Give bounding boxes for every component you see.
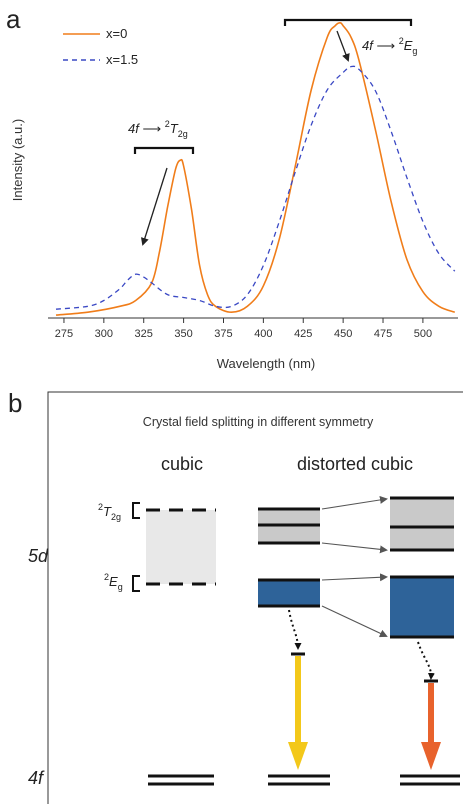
emission-arrow-red xyxy=(421,683,441,770)
x-tick-label: 475 xyxy=(374,328,392,340)
distorted2-eg-band xyxy=(390,577,454,637)
x-tick-label: 325 xyxy=(135,328,153,340)
annotation-t2g-arrow xyxy=(140,167,168,246)
series-line-x15 xyxy=(55,65,456,310)
x-tick-label: 500 xyxy=(414,328,432,340)
x-tick-label: 425 xyxy=(294,328,312,340)
x-tick-label: 375 xyxy=(214,328,232,340)
split-arrow-eg-up xyxy=(321,573,388,582)
level-t2g-bracket xyxy=(132,502,140,519)
relaxation-arrow-1 xyxy=(288,609,302,650)
split-arrow-t2g-down xyxy=(321,542,388,554)
relaxation-arrow-2 xyxy=(417,641,435,680)
x-tick-label: 350 xyxy=(174,328,192,340)
legend: x=0 x=1.5 xyxy=(63,26,138,67)
cubic-levels xyxy=(146,508,216,586)
distorted1-levels xyxy=(258,507,320,608)
label-4f: 4f xyxy=(28,768,45,788)
column-cubic-label: cubic xyxy=(161,454,203,474)
distorted2-levels xyxy=(390,496,454,639)
legend-label-x15: x=1.5 xyxy=(106,52,138,67)
emission-arrow-red-head xyxy=(421,742,441,770)
series-layer xyxy=(55,21,456,316)
annotation-t2g-bracket xyxy=(133,146,195,154)
distorted1-eg-band xyxy=(258,580,320,606)
x-axis-title: Wavelength (nm) xyxy=(217,356,316,371)
emission-arrow-red-shaft xyxy=(428,683,434,743)
x-ticks: 275 300 325 350 375 400 425 450 475 500 xyxy=(55,318,432,340)
ground-levels-4f xyxy=(148,774,460,786)
panel-b-label: b xyxy=(8,388,22,418)
panel-b-frame xyxy=(47,391,463,804)
series-line-x0 xyxy=(55,21,456,316)
panel-a-label: a xyxy=(6,4,21,34)
split-arrow-t2g-up xyxy=(321,495,388,510)
annotation-eg-arrow xyxy=(336,30,350,62)
x-tick-label: 300 xyxy=(95,328,113,340)
spectrum-chart: 275 300 325 350 375 400 425 450 475 500 Wavelengt… xyxy=(10,18,458,371)
y-axis-title: Intensity (a.u.) xyxy=(10,119,25,201)
x-tick-label: 450 xyxy=(334,328,352,340)
level-t2g-label: 2T2g xyxy=(98,502,121,522)
split-arrow-eg-down xyxy=(321,605,388,638)
x-tick-label: 275 xyxy=(55,328,73,340)
emission-arrow-yellow-head xyxy=(288,742,308,770)
cubic-band xyxy=(146,510,216,584)
column-distorted-label: distorted cubic xyxy=(297,454,413,474)
panel-b-title: Crystal field splitting in different sym… xyxy=(143,415,374,429)
legend-label-x0: x=0 xyxy=(106,26,127,41)
annotation-t2g: 4f ⟶ 2T2g xyxy=(128,119,195,246)
label-5d: 5d xyxy=(28,546,49,566)
emission-arrow-yellow-shaft xyxy=(295,656,301,744)
annotation-eg-label: 4f ⟶ 2Eg xyxy=(362,36,417,56)
distorted2-t2g-band xyxy=(390,498,454,550)
splitting-arrows xyxy=(321,495,388,638)
annotation-eg: 4f ⟶ 2Eg xyxy=(283,18,417,62)
annotation-t2g-label: 4f ⟶ 2T2g xyxy=(128,119,188,139)
x-tick-label: 400 xyxy=(254,328,272,340)
annotation-eg-bracket xyxy=(283,18,413,26)
level-eg-label: 2Eg xyxy=(104,572,123,592)
emission-arrow-yellow xyxy=(288,656,308,770)
level-eg-bracket xyxy=(132,575,140,592)
